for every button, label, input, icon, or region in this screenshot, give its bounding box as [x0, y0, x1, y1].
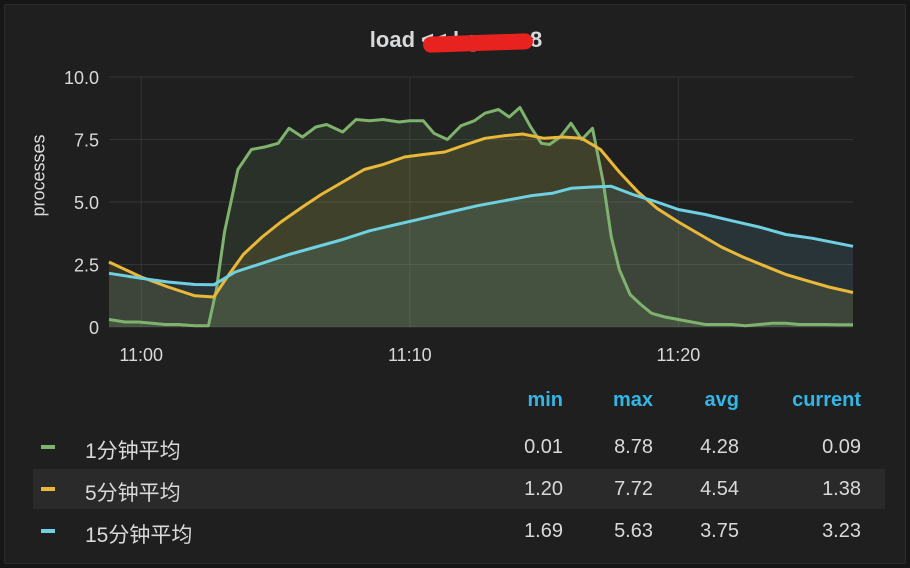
- y-tick-label: 2.5: [74, 256, 99, 276]
- series-current: 3.23: [822, 520, 861, 542]
- y-tick-label: 0: [89, 318, 99, 338]
- legend-header-current[interactable]: current: [792, 389, 861, 411]
- x-tick-labels: 11:00 11:10 11:20: [119, 345, 700, 365]
- series-min: 1.69: [524, 520, 563, 542]
- y-tick-label: 7.5: [74, 131, 99, 151]
- legend-row-15min[interactable]: 15分钟平均 1.69 5.63 3.75 3.23: [33, 511, 885, 551]
- legend-header-min[interactable]: min: [527, 389, 563, 411]
- series-name[interactable]: 1分钟平均: [85, 440, 181, 463]
- x-tick-label: 11:00: [119, 345, 163, 365]
- series-color-swatch[interactable]: [41, 487, 55, 491]
- graph-panel: load << l-g ...cn8 processes 02.55.07.51…: [4, 4, 906, 564]
- y-tick-label: 5.0: [74, 193, 99, 213]
- series-min: 1.20: [524, 478, 563, 500]
- series-lines: [108, 106, 854, 328]
- series-area-1: [109, 107, 853, 327]
- legend-header-max[interactable]: max: [612, 389, 653, 411]
- series-name[interactable]: 15分钟平均: [85, 524, 193, 547]
- series-area-2: [109, 134, 853, 327]
- y-tick-label: 10.0: [64, 68, 99, 88]
- series-avg: 4.54: [700, 478, 739, 500]
- series-color-swatch[interactable]: [41, 445, 55, 449]
- legend-header-avg[interactable]: avg: [704, 389, 739, 411]
- series-max: 5.63: [614, 520, 653, 542]
- series-line-2: [108, 132, 854, 299]
- series-area-3: [109, 186, 853, 327]
- x-tick-label: 11:20: [657, 345, 701, 365]
- series-max: 8.78: [614, 436, 653, 458]
- load-chart[interactable]: 0 2.5 5.0 7.5 10.0 11:00 11:10 11:20: [5, 5, 907, 375]
- series-max: 7.72: [614, 478, 653, 500]
- series-name[interactable]: 5分钟平均: [85, 482, 181, 505]
- series-areas: [109, 107, 853, 327]
- series-avg: 4.28: [700, 436, 739, 458]
- series-current: 0.09: [822, 436, 861, 458]
- series-line-1: [108, 106, 853, 328]
- legend-row-5min[interactable]: 5分钟平均 1.20 7.72 4.54 1.38: [33, 469, 885, 509]
- series-min: 0.01: [524, 436, 563, 458]
- series-current: 1.38: [822, 478, 861, 500]
- x-tick-label: 11:10: [388, 345, 432, 365]
- series-line-3: [108, 184, 854, 287]
- y-tick-labels: 0 2.5 5.0 7.5 10.0: [64, 68, 99, 338]
- series-color-swatch[interactable]: [41, 529, 55, 533]
- series-avg: 3.75: [700, 520, 739, 542]
- legend-row-1min[interactable]: 1分钟平均 0.01 8.78 4.28 0.09: [33, 427, 885, 467]
